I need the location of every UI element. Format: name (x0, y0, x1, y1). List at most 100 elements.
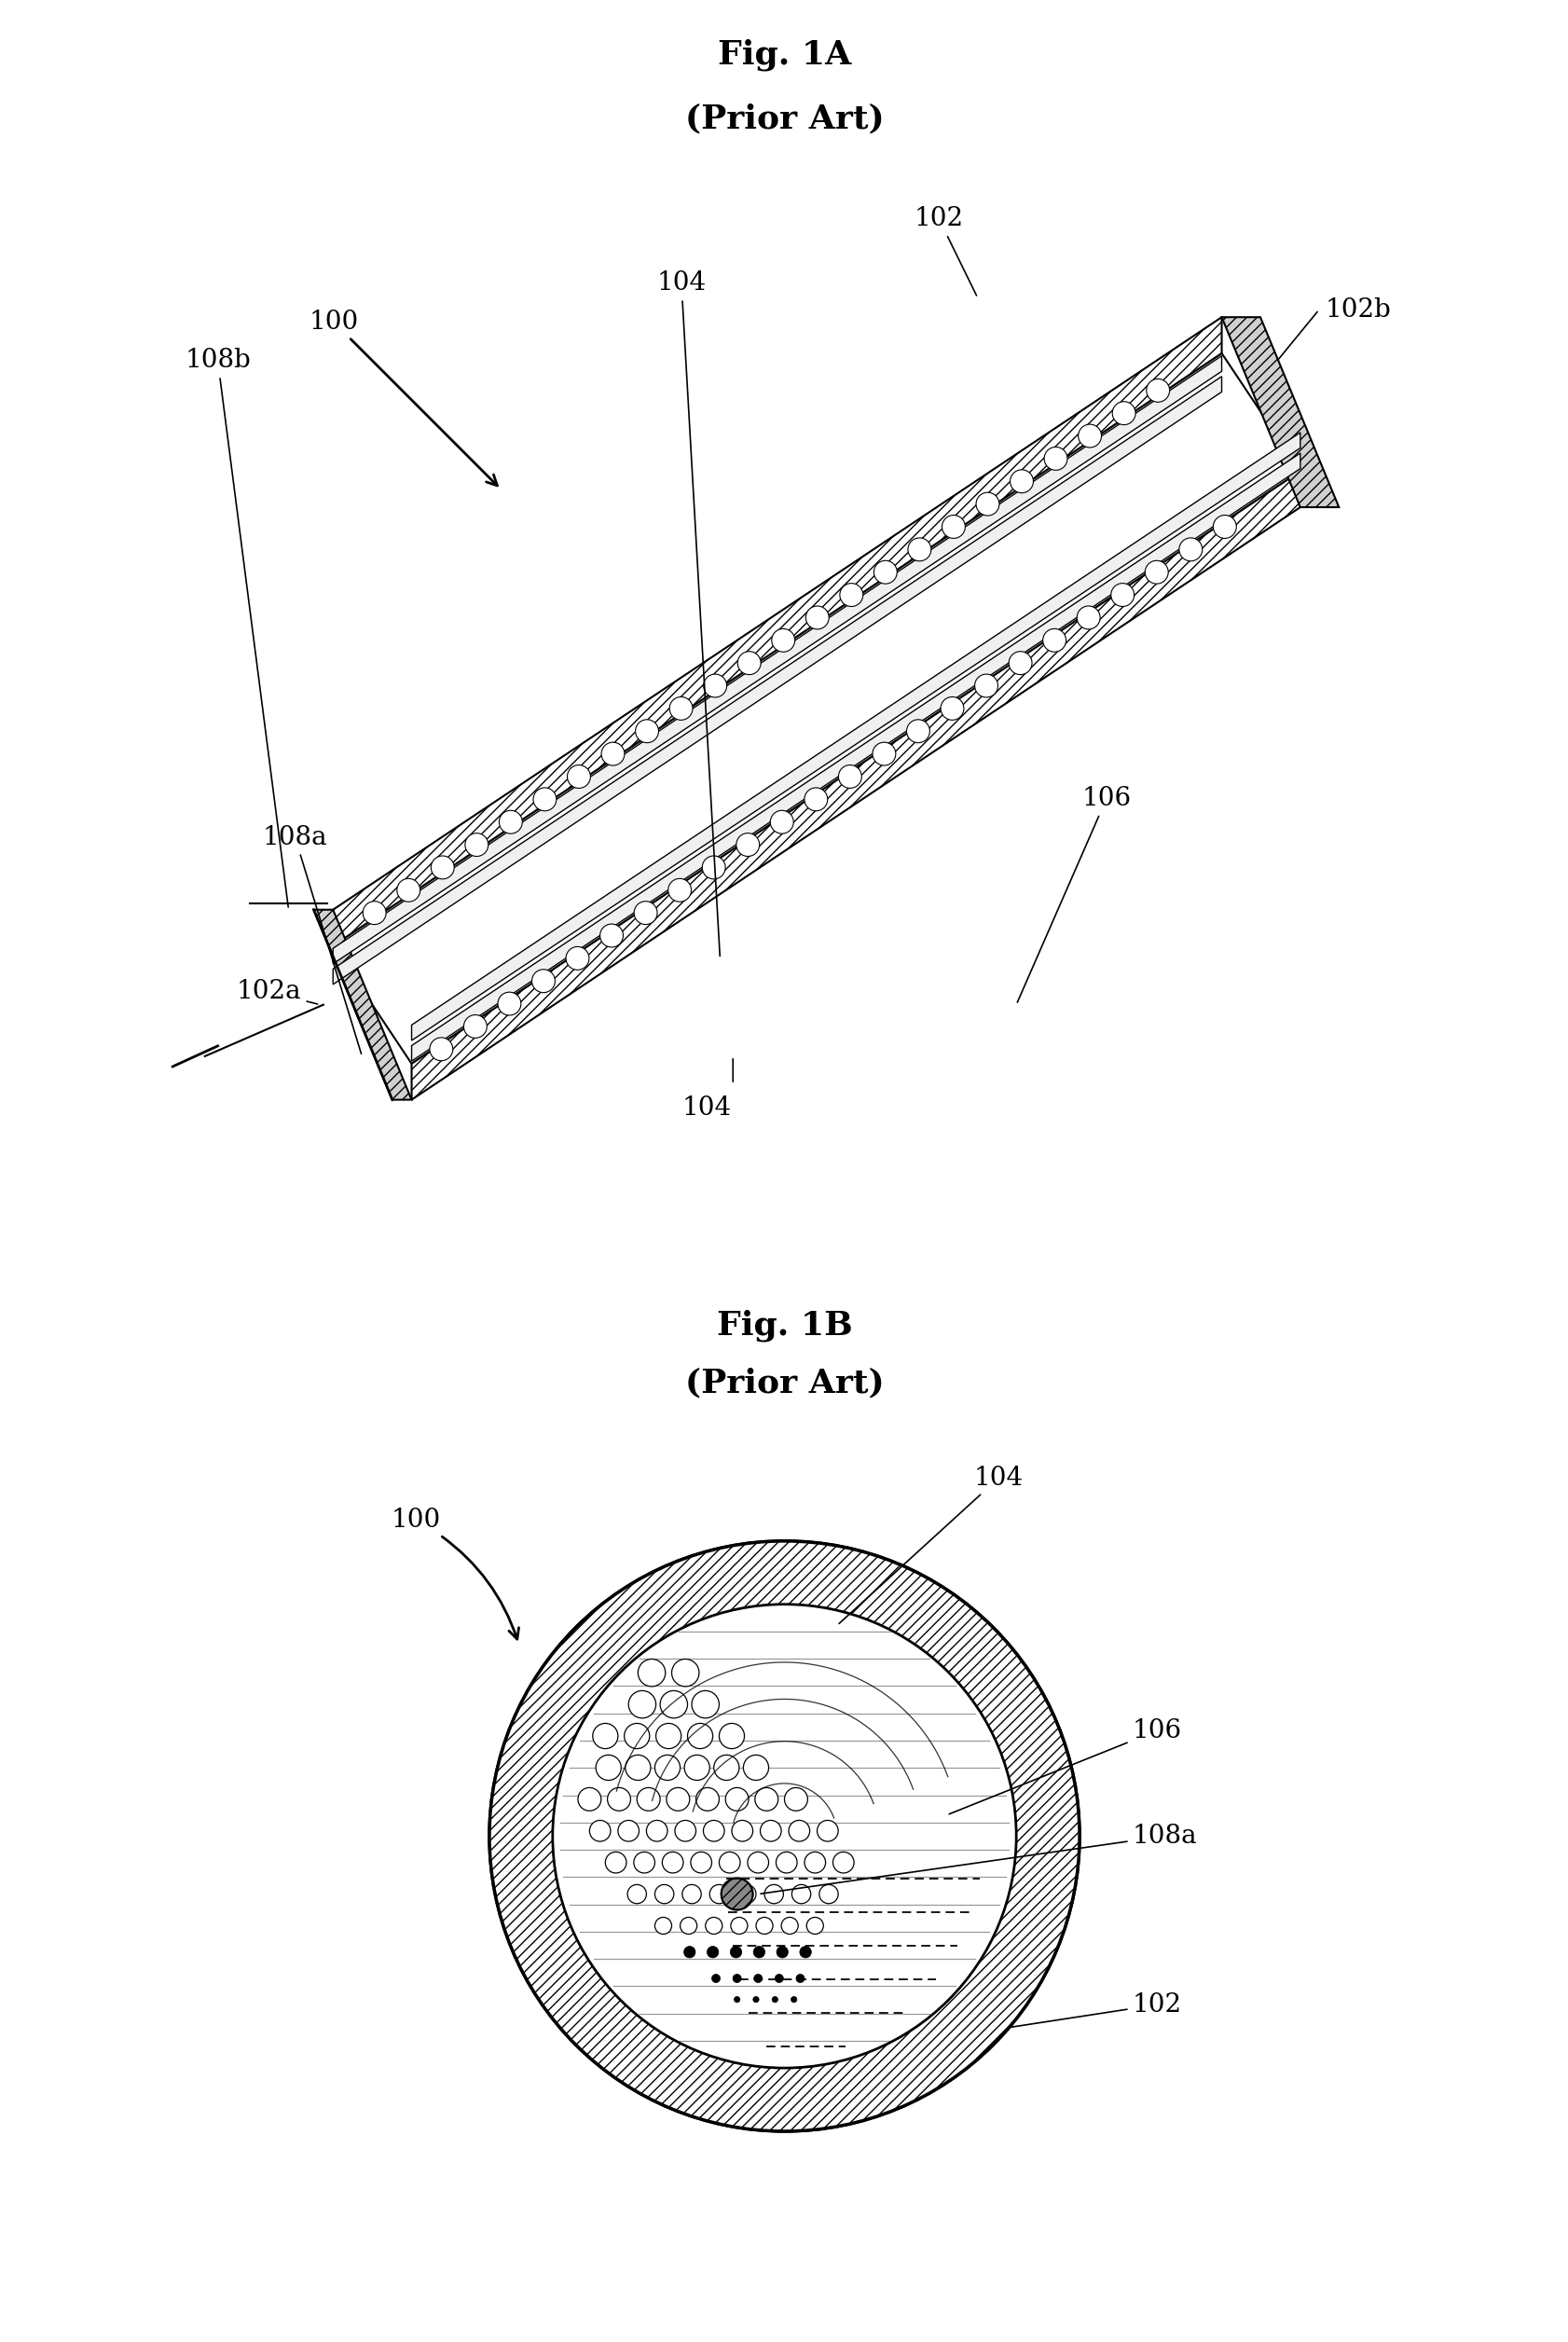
Circle shape (718, 1853, 740, 1874)
Text: 100: 100 (309, 309, 497, 485)
Circle shape (1008, 651, 1032, 674)
Circle shape (734, 1995, 740, 2002)
Circle shape (635, 719, 659, 742)
Circle shape (668, 878, 691, 902)
Circle shape (743, 1754, 768, 1780)
Polygon shape (332, 377, 1221, 984)
Text: 108a: 108a (760, 1824, 1196, 1895)
Text: 100: 100 (390, 1508, 519, 1639)
Circle shape (721, 1878, 753, 1911)
Circle shape (702, 1820, 724, 1841)
Text: 104: 104 (657, 272, 720, 956)
Text: 102a: 102a (237, 979, 317, 1005)
Circle shape (784, 1787, 808, 1810)
Text: 106: 106 (949, 1719, 1181, 1815)
Circle shape (709, 1885, 728, 1904)
Circle shape (713, 1754, 739, 1780)
Circle shape (618, 1820, 638, 1841)
Polygon shape (332, 316, 1221, 946)
Circle shape (975, 492, 999, 515)
Circle shape (397, 878, 420, 902)
Circle shape (795, 1974, 804, 1984)
Circle shape (941, 515, 964, 539)
Text: 108a: 108a (262, 824, 361, 1054)
Circle shape (590, 1820, 610, 1841)
Circle shape (1146, 379, 1168, 403)
Circle shape (633, 1853, 654, 1874)
Circle shape (637, 1787, 660, 1810)
Circle shape (499, 810, 522, 834)
Circle shape (430, 1038, 453, 1061)
Circle shape (687, 1724, 712, 1749)
Circle shape (776, 1853, 797, 1874)
Circle shape (566, 946, 588, 970)
Text: 104: 104 (839, 1466, 1022, 1623)
Circle shape (760, 1820, 781, 1841)
Circle shape (753, 1995, 759, 2002)
Circle shape (1110, 583, 1134, 607)
Circle shape (771, 628, 795, 651)
Circle shape (737, 1885, 756, 1904)
Circle shape (691, 1691, 718, 1719)
Circle shape (754, 1787, 778, 1810)
Text: 108b: 108b (185, 349, 289, 906)
Circle shape (746, 1853, 768, 1874)
Circle shape (702, 855, 724, 878)
Circle shape (1212, 515, 1236, 539)
Circle shape (431, 855, 453, 878)
Circle shape (908, 539, 930, 562)
Circle shape (662, 1853, 684, 1874)
Circle shape (735, 834, 759, 857)
Circle shape (756, 1918, 773, 1934)
Circle shape (790, 1995, 797, 2002)
Circle shape (577, 1787, 601, 1810)
Circle shape (684, 1946, 695, 1958)
Circle shape (800, 1946, 811, 1958)
Circle shape (599, 925, 622, 946)
Circle shape (806, 1918, 823, 1934)
Text: Fig. 1A: Fig. 1A (717, 40, 851, 70)
Polygon shape (411, 433, 1300, 1040)
Circle shape (818, 1885, 837, 1904)
Circle shape (593, 1724, 618, 1749)
Circle shape (1010, 471, 1033, 492)
Circle shape (605, 1853, 626, 1874)
Circle shape (633, 902, 657, 925)
Circle shape (497, 993, 521, 1016)
Circle shape (754, 1974, 762, 1984)
Text: Fig. 1B: Fig. 1B (717, 1309, 851, 1342)
Circle shape (362, 902, 386, 925)
Circle shape (792, 1885, 811, 1904)
Polygon shape (1221, 316, 1338, 508)
Circle shape (1044, 447, 1066, 471)
Circle shape (906, 719, 930, 742)
Circle shape (489, 1541, 1079, 2131)
Circle shape (660, 1691, 687, 1719)
Circle shape (804, 1853, 825, 1874)
Circle shape (690, 1853, 712, 1874)
Circle shape (629, 1691, 655, 1719)
Circle shape (804, 787, 826, 810)
Circle shape (532, 970, 555, 993)
Circle shape (837, 766, 861, 789)
Circle shape (681, 1918, 696, 1934)
Circle shape (707, 1946, 718, 1958)
Circle shape (655, 1724, 681, 1749)
Circle shape (724, 1787, 748, 1810)
Circle shape (666, 1787, 690, 1810)
Circle shape (731, 1820, 753, 1841)
Circle shape (682, 1885, 701, 1904)
Text: 102b: 102b (1325, 297, 1391, 323)
Circle shape (670, 698, 691, 719)
Circle shape (833, 1853, 853, 1874)
Text: 102: 102 (1008, 1993, 1181, 2028)
Circle shape (624, 1724, 649, 1749)
Circle shape (753, 1946, 765, 1958)
Circle shape (770, 810, 793, 834)
Circle shape (731, 1918, 746, 1934)
Polygon shape (411, 471, 1300, 1101)
Circle shape (1043, 628, 1065, 651)
Polygon shape (411, 452, 1300, 1061)
Circle shape (552, 1604, 1016, 2068)
Text: 102: 102 (914, 206, 975, 295)
